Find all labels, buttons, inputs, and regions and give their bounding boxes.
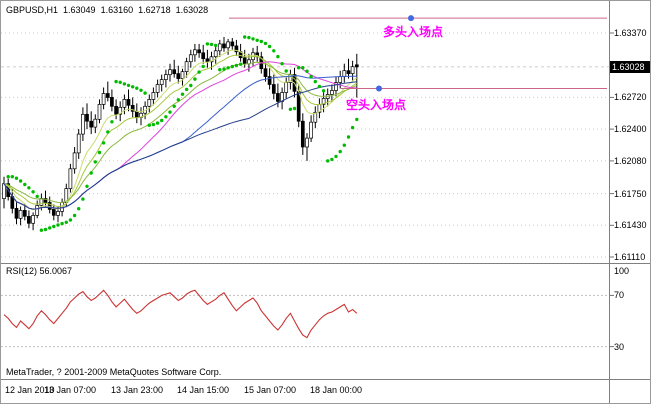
price-tick-label: 1.62720 [614, 92, 647, 102]
ma-lines [3, 49, 358, 211]
rsi-line [3, 289, 358, 339]
rsi-level-label: 70 [614, 290, 625, 300]
time-tick-label: 13 Jan 07:00 [43, 385, 97, 395]
time-tick-label: 15 Jan 07:00 [243, 385, 297, 395]
price-tick-label: 1.61750 [614, 189, 647, 199]
ma-line-13 [3, 54, 358, 208]
ma-line-8 [3, 49, 358, 211]
short-entry-line-anchor-dot [376, 85, 382, 92]
long-entry-line-anchor-dot [408, 15, 414, 22]
rsi-indicator-label: RSI(12) 56.0067 [6, 266, 73, 276]
time-tick-label: 12 Jan 2010 [5, 385, 55, 395]
low-value: 1.62718 [138, 5, 171, 15]
copyright-text: MetaTrader, ? 2001-2009 MetaQuotes Softw… [6, 367, 222, 377]
chart-header: GBPUSD,H1 1.63049 1.63160 1.62718 1.63028 [6, 5, 213, 15]
ma-line-21 [3, 61, 357, 204]
open-value: 1.63049 [63, 5, 96, 15]
rsi-level-label: 100 [614, 266, 630, 276]
candlesticks [2, 37, 359, 231]
high-value: 1.63160 [100, 5, 134, 15]
price-tick-label: 1.61430 [614, 220, 647, 230]
price-tick-label: 1.61110 [614, 252, 646, 262]
price-tick-label: 1.62080 [614, 156, 647, 166]
price-tick-label: 1.63370 [614, 28, 647, 38]
time-tick-label: 14 Jan 15:00 [176, 385, 230, 395]
short-entry-label[interactable]: 空头入场点 [346, 98, 407, 112]
long-entry-label[interactable]: 多头入场点 [383, 25, 444, 39]
rsi-gridlines [1, 294, 614, 348]
short-entry-line[interactable] [341, 85, 607, 92]
ma-line-60 [3, 81, 357, 210]
time-tick-label: 18 Jan 00:00 [309, 385, 363, 395]
price-tick-label: 1.62400 [614, 124, 647, 134]
parabolic-sar-dots [6, 35, 359, 232]
time-tick-label: 13 Jan 23:00 [110, 385, 164, 395]
symbol-period-label: GBPUSD,H1 [6, 5, 59, 15]
close-value: 1.63028 [175, 5, 209, 15]
rsi-level-label: 30 [614, 342, 625, 352]
long-entry-line[interactable] [229, 15, 607, 22]
current-price-tag: 1.63028 [610, 61, 650, 73]
